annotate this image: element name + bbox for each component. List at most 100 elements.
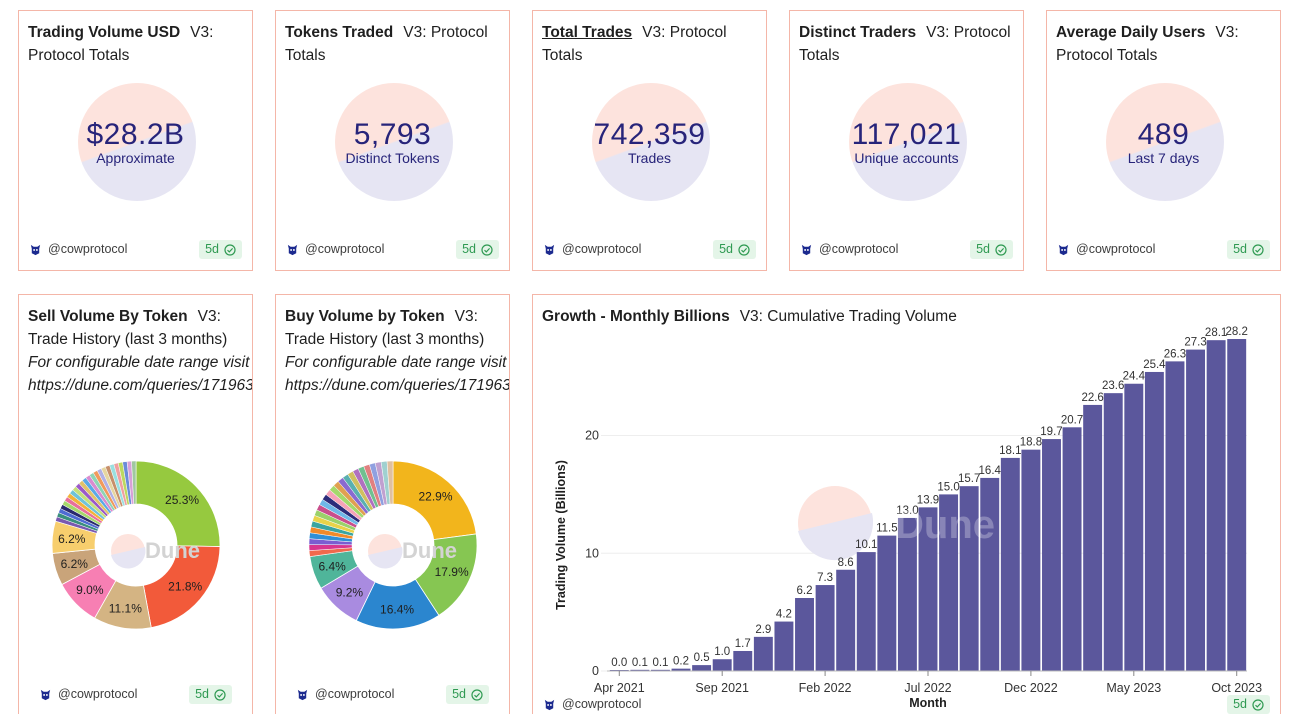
counter-title-main[interactable]: Distinct Traders (799, 24, 917, 41)
counter-title-main[interactable]: Total Trades (542, 24, 633, 41)
counter-title-main[interactable]: Tokens Traded (285, 24, 394, 41)
bar (1021, 449, 1041, 671)
counter-circle (1106, 83, 1224, 201)
pie-slice (142, 545, 221, 629)
y-tick-label: 10 (585, 546, 599, 560)
bar-data-label: 28.1 (1205, 327, 1227, 339)
bar-data-label: 0.2 (673, 656, 689, 668)
counter-footer: @cowprotocol 5d (29, 240, 242, 260)
counter-title-main[interactable]: Average Daily Users (1056, 24, 1206, 41)
counter-footer: @cowprotocol 5d (800, 240, 1013, 260)
owner-link[interactable]: @cowprotocol (296, 687, 394, 701)
bar-data-label: 23.6 (1102, 380, 1124, 392)
pie-title-main[interactable]: Sell Volume By Token (28, 308, 188, 325)
growth-card[interactable]: Growth - Monthly Billions V3: Cumulative … (532, 294, 1281, 714)
counter-title-main[interactable]: Trading Volume USD (28, 24, 181, 41)
bar-data-label: 22.6 (1081, 392, 1103, 404)
pie-slice-label: 6.2% (58, 532, 86, 546)
x-tick-label: Sep 2021 (695, 681, 749, 695)
pie-note-line2[interactable]: https://dune.com/queries/171963 (28, 377, 253, 394)
bar (815, 585, 835, 671)
owner-link[interactable]: @cowprotocol (1057, 242, 1155, 256)
owner-link[interactable]: @cowprotocol (543, 242, 641, 256)
bar (1206, 340, 1226, 671)
counter-title-sub: V3: Protocol Totals (1056, 24, 1239, 64)
owner-handle: @cowprotocol (305, 242, 385, 256)
owner-handle: @cowprotocol (48, 242, 128, 256)
bar-data-label: 11.5 (876, 523, 898, 535)
dune-logo-shade (368, 547, 403, 569)
bar-data-label: 18.8 (1020, 437, 1042, 449)
pie-slice-minor (131, 460, 137, 505)
refresh-badge[interactable]: 5d (1227, 695, 1270, 714)
counter-card[interactable]: Trading Volume USD V3: Protocol Totals $2… (18, 10, 253, 271)
counter-card[interactable]: Tokens Traded V3: Protocol Totals 5,793 D… (275, 10, 510, 271)
counter-title: Distinct Traders V3: Protocol Totals (799, 21, 1019, 67)
bar (1000, 457, 1020, 671)
counter-value: 5,793 (353, 118, 432, 151)
x-tick-label: Apr 2021 (594, 681, 645, 695)
pie-card[interactable]: Sell Volume By Token V3: Trade History (l… (18, 294, 253, 714)
counter-card[interactable]: Distinct Traders V3: Protocol Totals 117,… (789, 10, 1024, 271)
bar (774, 621, 794, 671)
x-tick-label: May 2023 (1106, 681, 1161, 695)
refresh-badge[interactable]: 5d (456, 240, 499, 259)
pie-title-sub: V3: Trade History (last 3 months) (285, 308, 485, 348)
pie-slice-label: 17.9% (435, 565, 469, 579)
bar-data-label: 15.0 (937, 481, 959, 493)
counter-card[interactable]: Average Daily Users V3: Protocol Totals 4… (1046, 10, 1281, 271)
refresh-badge[interactable]: 5d (1227, 240, 1270, 259)
watermark-text: Dune (402, 538, 457, 563)
cow-logo-icon (544, 699, 555, 710)
badge-text: 5d (719, 242, 733, 256)
growth-title-main[interactable]: Growth - Monthly Billions (542, 308, 730, 325)
pie-title-sub: V3: Trade History (last 3 months) (28, 308, 228, 348)
bar (877, 535, 897, 671)
owner-link[interactable]: @cowprotocol (543, 697, 641, 711)
pie-title: Sell Volume By Token V3: Trade History (l… (28, 305, 253, 397)
counter-value: 742,359 (593, 118, 706, 151)
pie-footer: @cowprotocol 5d (296, 685, 489, 705)
pie-card[interactable]: Buy Volume by Token V3: Trade History (la… (275, 294, 510, 714)
counter-title-sub: V3: Protocol Totals (285, 24, 488, 64)
owner-link[interactable]: @cowprotocol (29, 242, 127, 256)
refresh-badge[interactable]: 5d (713, 240, 756, 259)
growth-bar-chart: 0 10 20 0.0 0.1 0.1 0.2 0.5 1.0 1.7 2.9 4.2 6.2 7.3 8.… (554, 326, 1262, 710)
watermark-text: Dune (895, 503, 995, 547)
watermark-text: Dune (145, 538, 200, 563)
refresh-badge[interactable]: 5d (970, 240, 1013, 259)
pie-note-line1: For configurable date range visit (285, 354, 507, 371)
bar-data-label: 1.7 (735, 638, 751, 650)
bar (1227, 339, 1247, 671)
bar (980, 477, 1000, 671)
counter-card[interactable]: Total Trades V3: Protocol Totals 742,359 … (532, 10, 767, 271)
bar (1062, 427, 1082, 671)
refresh-badge[interactable]: 5d (189, 685, 232, 704)
owner-link[interactable]: @cowprotocol (39, 687, 137, 701)
badge-text: 5d (1233, 242, 1247, 256)
y-axis-title: Trading Volume (Billions) (554, 460, 568, 610)
bar (918, 507, 938, 671)
pie-slice-label: 25.3% (165, 493, 199, 507)
owner-link[interactable]: @cowprotocol (286, 242, 384, 256)
bar (671, 668, 691, 671)
refresh-badge[interactable]: 5d (199, 240, 242, 259)
bar-data-label: 27.3 (1184, 337, 1206, 349)
pie-title-main[interactable]: Buy Volume by Token (285, 308, 445, 325)
bar-data-label: 13.9 (917, 494, 939, 506)
check-circle-icon (1252, 698, 1264, 711)
counter-circle (849, 83, 967, 201)
counter-value: 117,021 (851, 118, 962, 151)
refresh-badge[interactable]: 5d (446, 685, 489, 704)
cow-logo-icon (30, 244, 41, 255)
growth-title: Growth - Monthly Billions V3: Cumulative … (542, 305, 1276, 328)
owner-handle: @cowprotocol (315, 687, 395, 701)
badge-text: 5d (462, 242, 476, 256)
check-circle-icon (738, 243, 750, 256)
bar (795, 598, 814, 671)
pie-note-line2[interactable]: https://dune.com/queries/171963 (285, 377, 510, 394)
check-circle-icon (471, 688, 483, 701)
owner-link[interactable]: @cowprotocol (800, 242, 898, 256)
counter-label: Distinct Tokens (345, 150, 440, 166)
bar (733, 650, 753, 671)
